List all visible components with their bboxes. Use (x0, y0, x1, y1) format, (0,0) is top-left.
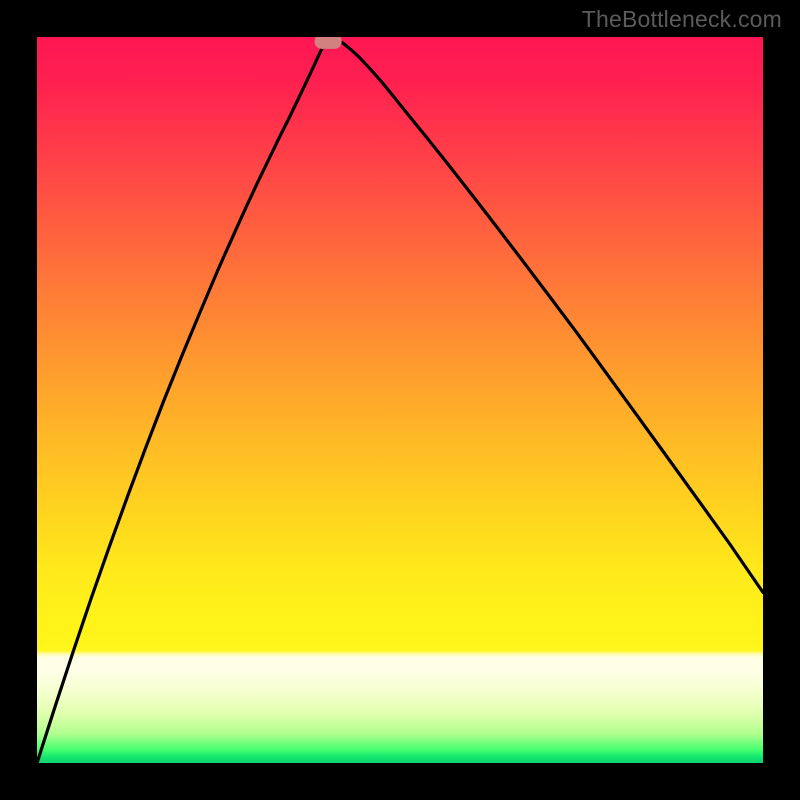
chart-svg (37, 37, 763, 763)
chart-plot-area (37, 37, 763, 763)
optimal-point-marker (315, 37, 342, 49)
gradient-background (37, 37, 763, 763)
watermark-text: TheBottleneck.com (582, 6, 782, 33)
